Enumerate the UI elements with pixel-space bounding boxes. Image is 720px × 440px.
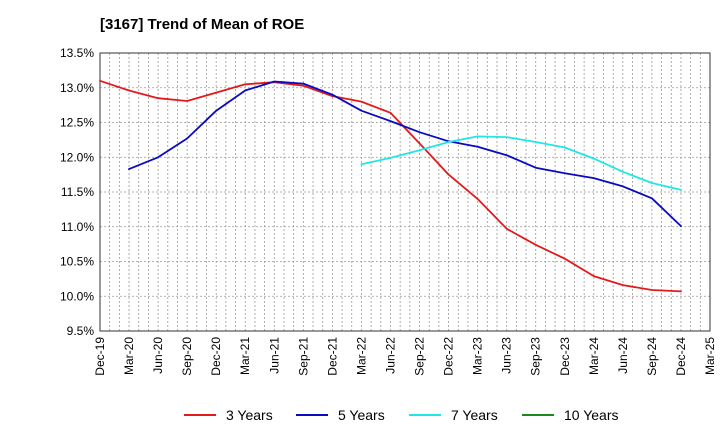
x-tick-label: Jun-23 — [500, 337, 514, 374]
legend-label-7-years: 7 Years — [451, 407, 498, 423]
x-tick-label: Mar-24 — [587, 337, 601, 375]
y-tick-label: 10.5% — [60, 255, 94, 269]
legend-label-3-years: 3 Years — [226, 407, 273, 423]
legend-swatch-10-years — [522, 414, 554, 416]
series-line-5-years — [128, 80, 682, 227]
x-tick-label: Sep-23 — [529, 337, 543, 376]
x-tick-label: Sep-22 — [413, 337, 427, 376]
legend-swatch-5-years — [296, 414, 328, 416]
legend-item-10-years: 10 Years — [522, 404, 619, 426]
legend-swatch-7-years — [409, 414, 441, 416]
legend-item-5-years: 5 Years — [296, 404, 385, 426]
x-tick-label: Jun-21 — [267, 337, 281, 374]
x-tick-label: Dec-21 — [325, 337, 339, 376]
x-tick-label: Sep-24 — [645, 337, 659, 376]
legend-label-10-years: 10 Years — [564, 407, 619, 423]
series-line-3-years — [99, 79, 682, 293]
x-tick-label: Mar-23 — [471, 337, 485, 375]
x-tick-label: Dec-22 — [442, 337, 456, 376]
y-tick-label: 10.0% — [60, 289, 94, 303]
legend-swatch-3-years — [184, 414, 216, 416]
x-tick-label: Sep-20 — [180, 337, 194, 376]
x-tick-label: Dec-19 — [93, 337, 107, 376]
y-tick-label: 12.5% — [60, 116, 94, 130]
x-tick-label: Dec-23 — [558, 337, 572, 376]
x-tick-label: Mar-22 — [354, 337, 368, 375]
y-tick-label: 11.5% — [61, 185, 94, 199]
x-tick-label: Dec-20 — [209, 337, 223, 376]
y-tick-label: 11.0% — [61, 220, 94, 234]
y-tick-label: 13.5% — [60, 46, 94, 60]
chart-title: [3167] Trend of Mean of ROE — [100, 16, 305, 33]
x-tick-label: Jun-22 — [383, 337, 397, 374]
x-tick-label: Mar-25 — [703, 337, 717, 375]
x-tick-label: Sep-21 — [296, 337, 310, 376]
x-tick-label: Jun-20 — [151, 337, 165, 374]
x-tick-label: Mar-21 — [238, 337, 252, 375]
legend: 3 Years 5 Years 7 Years 10 Years — [0, 404, 720, 426]
x-tick-label: Jun-24 — [616, 337, 630, 374]
legend-item-3-years: 3 Years — [184, 404, 273, 426]
plot-border — [99, 52, 711, 332]
y-tick-label: 9.5% — [67, 324, 95, 338]
y-tick-label: 13.0% — [60, 81, 94, 95]
y-tick-label: 12.0% — [60, 150, 94, 164]
legend-item-7-years: 7 Years — [409, 404, 498, 426]
legend-label-5-years: 5 Years — [338, 407, 385, 423]
series-line-7-years — [360, 135, 682, 191]
x-tick-label: Mar-20 — [122, 337, 136, 375]
x-tick-label: Dec-24 — [674, 337, 688, 376]
